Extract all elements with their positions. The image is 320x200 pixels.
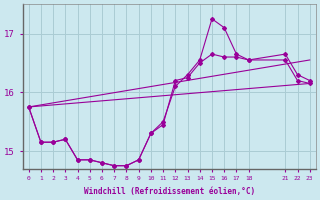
X-axis label: Windchill (Refroidissement éolien,°C): Windchill (Refroidissement éolien,°C) — [84, 187, 255, 196]
